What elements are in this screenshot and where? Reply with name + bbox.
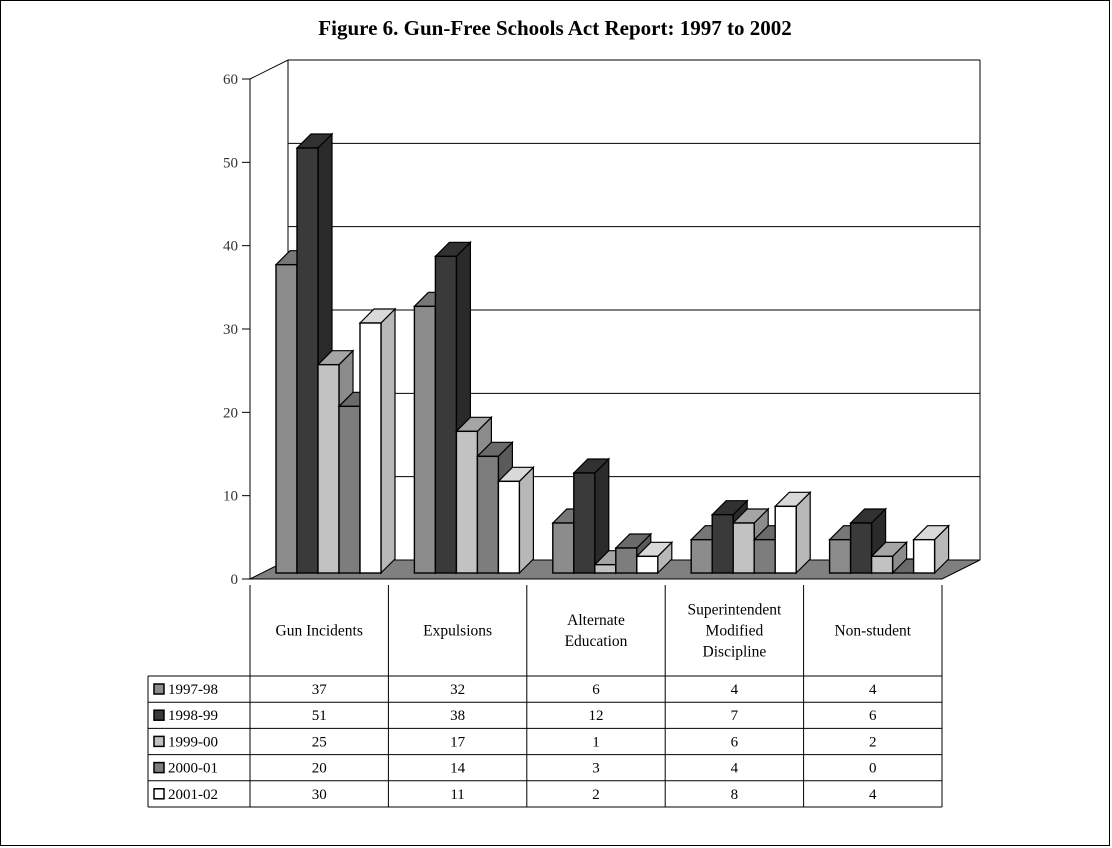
bar-2001-02: [912, 538, 936, 574]
data-label: 30: [312, 787, 327, 803]
bar-2000-01: [615, 547, 638, 574]
bar-2001-02: [359, 322, 382, 574]
chart-bars: [274, 132, 951, 575]
bar-1997-98: [413, 305, 437, 574]
bar-1998-99: [711, 513, 734, 574]
data-label: 51: [312, 708, 327, 724]
data-label: 4: [731, 761, 739, 777]
category-label: Superintendent Modified Discipline: [687, 602, 782, 661]
y-tick-label: 0: [231, 572, 239, 588]
data-label: 4: [731, 682, 739, 698]
bar-1997-98: [690, 538, 713, 574]
bar-1999-00: [732, 522, 755, 574]
bar-1998-99: [573, 472, 596, 574]
bar-1997-98: [275, 263, 298, 574]
data-label: 25: [312, 734, 327, 750]
data-label: 8: [731, 787, 739, 803]
bar-2001-02: [774, 505, 797, 574]
data-label: 6: [592, 682, 600, 698]
data-label: 17: [450, 734, 466, 750]
bar-1999-00: [455, 430, 479, 574]
bar-1999-00: [594, 563, 617, 574]
data-label: 2: [592, 787, 600, 803]
bar-1998-99: [434, 255, 458, 574]
bar-side-2001-02: [518, 465, 535, 575]
bar-2000-01: [476, 455, 500, 574]
category-label: Non-student: [834, 623, 911, 640]
legend-label: 2001-02: [168, 787, 218, 803]
data-label: 37: [312, 682, 328, 698]
category-label-line: Alternate: [567, 612, 625, 629]
y-tick-label: 30: [223, 322, 238, 338]
data-label: 12: [589, 708, 604, 724]
bar-1997-98: [828, 538, 852, 574]
legend-key: [153, 761, 165, 774]
category-label-line: Modified: [706, 623, 764, 640]
bar-2001-02: [636, 555, 659, 574]
bar-1998-99: [296, 147, 319, 574]
legend-label: 1997-98: [168, 682, 218, 698]
data-label: 0: [869, 761, 877, 777]
category-label-line: Expulsions: [423, 623, 492, 640]
legend-key: [153, 709, 165, 721]
legend-key: [153, 683, 165, 695]
legend-key: [153, 788, 165, 800]
y-tick-label: 40: [223, 239, 238, 255]
data-label: 2: [869, 734, 877, 750]
data-label: 32: [450, 682, 465, 698]
bar-2001-02: [497, 480, 521, 574]
data-label: 14: [450, 761, 466, 777]
category-label: Alternate Education: [565, 612, 628, 650]
data-label: 20: [312, 761, 327, 777]
y-tick-label: 10: [223, 489, 238, 505]
category-label-line: Non-student: [834, 623, 911, 640]
bar-2000-01: [753, 538, 776, 574]
data-label: 1: [592, 734, 600, 750]
bar-1998-99: [849, 522, 873, 574]
chart-title: Figure 6. Gun-Free Schools Act Report: 1…: [318, 16, 792, 40]
category-label-line: Discipline: [703, 644, 767, 661]
data-label: 4: [869, 787, 877, 803]
legend-label: 1999-00: [168, 734, 218, 750]
data-label: 11: [450, 787, 464, 803]
category-label-line: Gun Incidents: [276, 623, 363, 640]
y-axis: 0 10 20 30 40 50 60: [223, 72, 251, 588]
data-table: Gun Incidents Expulsions Alternate Educatio…: [147, 585, 943, 808]
data-label: 6: [869, 708, 877, 724]
legend-label: 1998-99: [168, 708, 218, 724]
bar-2000-01: [338, 405, 361, 574]
category-label-line: Education: [565, 633, 628, 650]
y-tick-label: 20: [223, 405, 238, 421]
data-label: 38: [450, 708, 465, 724]
data-label: 4: [869, 682, 877, 698]
bar-side-2001-02: [380, 307, 396, 575]
legend-key: [153, 735, 165, 748]
data-label: 3: [592, 761, 600, 777]
category-label-line: Superintendent: [687, 602, 782, 619]
data-label: 7: [731, 708, 739, 724]
data-label: 6: [731, 734, 739, 750]
bar-1999-00: [317, 363, 340, 574]
legend-label: 2000-01: [168, 761, 218, 777]
category-label: Expulsions: [423, 623, 492, 640]
bar-1997-98: [552, 522, 575, 574]
bar-1999-00: [870, 555, 894, 574]
y-tick-label: 60: [223, 72, 238, 88]
y-tick-label: 50: [223, 155, 238, 171]
category-label: Gun Incidents: [276, 623, 363, 640]
